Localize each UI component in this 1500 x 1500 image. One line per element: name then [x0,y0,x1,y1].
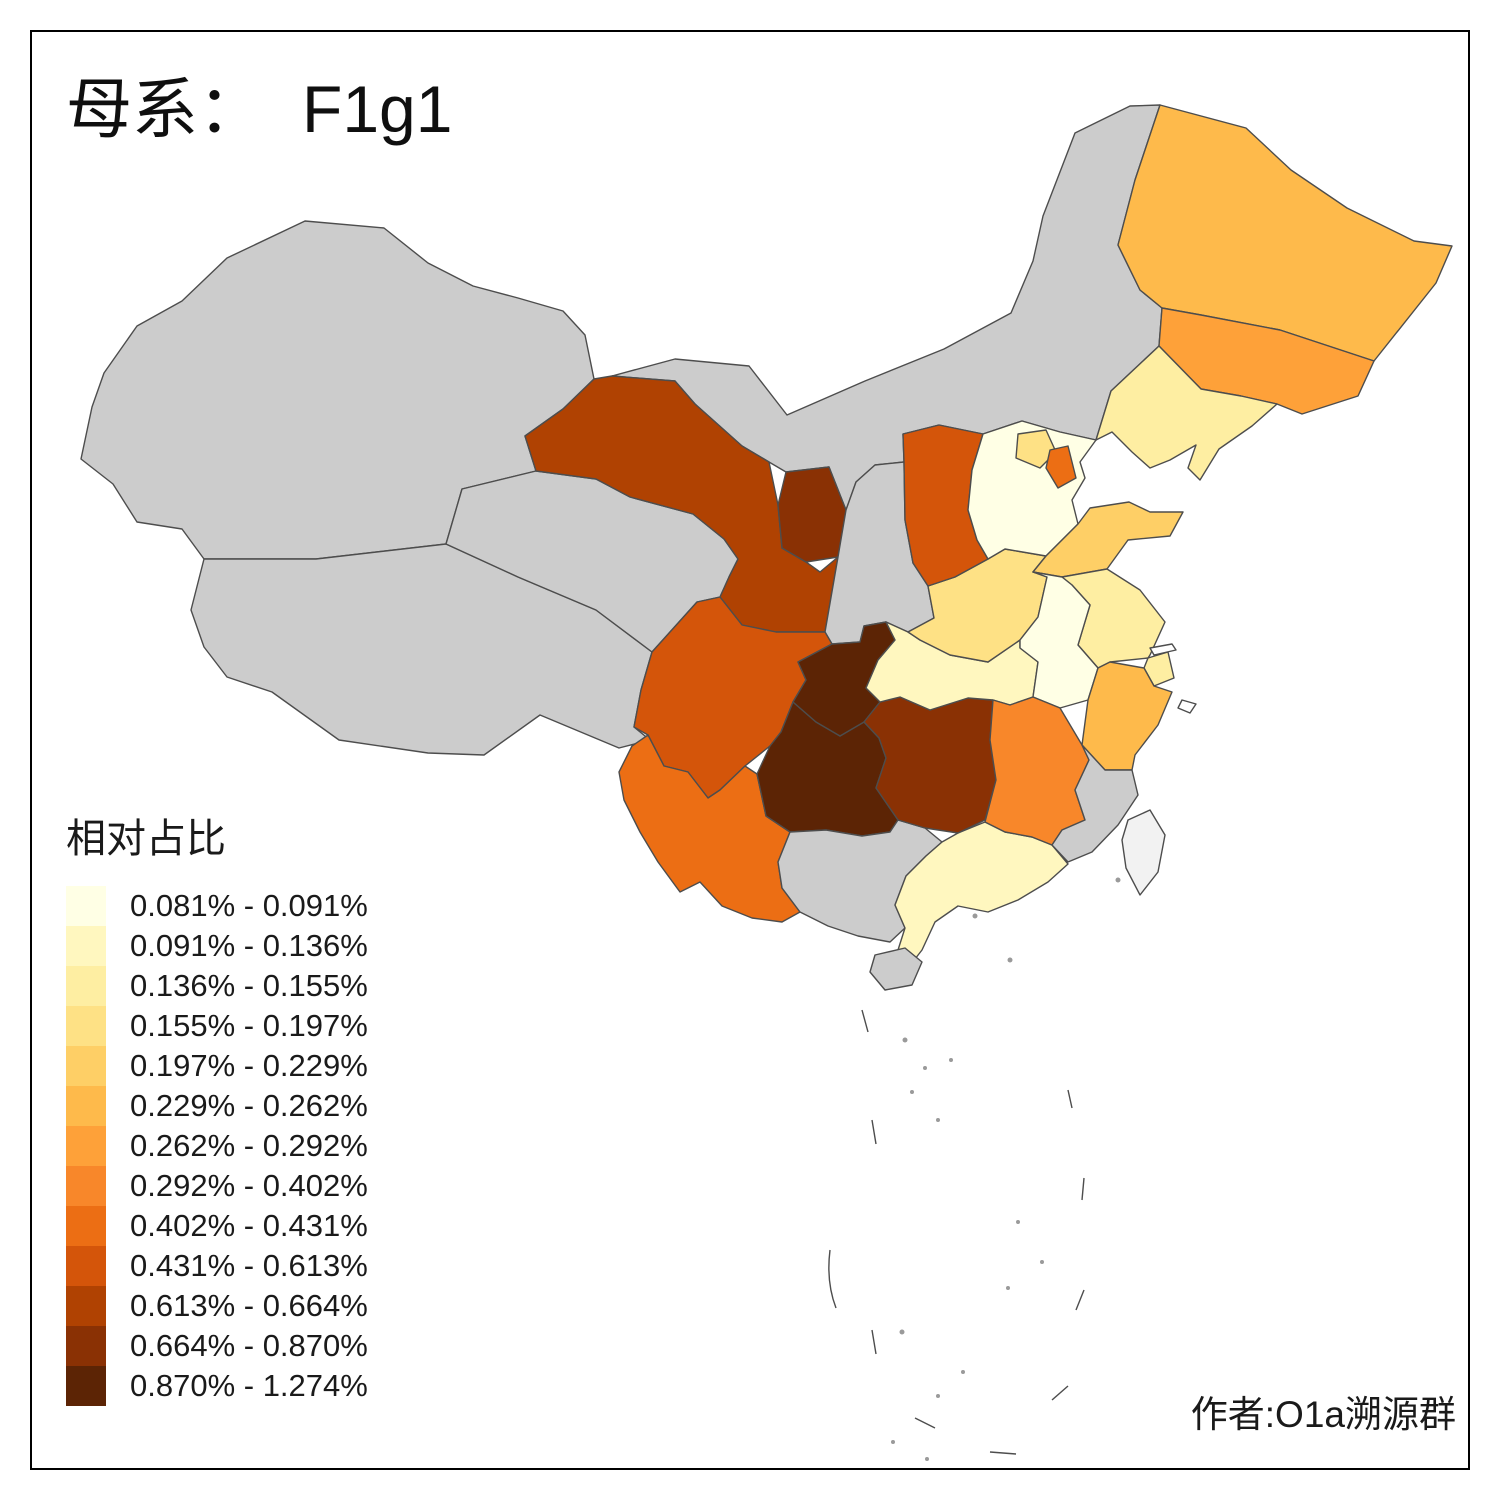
province-taiwan [1121,809,1166,896]
province-liaoning [1095,345,1278,481]
map-title-value: F1g1 [302,72,453,146]
legend-swatch [66,1286,106,1326]
legend-swatch [66,1366,106,1406]
legend-label: 0.262% - 0.292% [130,1128,368,1163]
legend-swatch [66,1246,106,1286]
legend-item: 0.091% - 0.136% [66,926,368,966]
legend-item: 0.136% - 0.155% [66,966,368,1006]
legend-label: 0.613% - 0.664% [130,1288,368,1323]
legend-label: 0.402% - 0.431% [130,1208,368,1243]
legend-items: 0.081% - 0.091% 0.091% - 0.136% 0.136% - 0… [66,886,368,1406]
legend-label: 0.091% - 0.136% [130,928,368,963]
plot-border-frame [30,30,1470,1470]
legend-swatch [66,1206,106,1246]
legend-label: 0.292% - 0.402% [130,1168,368,1203]
legend-swatch [66,1006,106,1046]
legend: 相对占比 0.081% - 0.091% 0.091% - 0.136% 0.136… [66,806,368,1406]
province-tianjin [1045,445,1077,489]
legend-swatch [66,1166,106,1206]
legend-item: 0.229% - 0.262% [66,1086,368,1126]
legend-item: 0.870% - 1.274% [66,1366,368,1406]
legend-item: 0.402% - 0.431% [66,1206,368,1246]
map-title: 母系： F1g1 [66,56,452,152]
legend-item: 0.197% - 0.229% [66,1046,368,1086]
legend-swatch [66,1326,106,1366]
province-hainan [869,947,923,991]
legend-label: 0.197% - 0.229% [130,1048,368,1083]
legend-label: 0.664% - 0.870% [130,1328,368,1363]
legend-label: 0.136% - 0.155% [130,968,368,1003]
legend-item: 0.155% - 0.197% [66,1006,368,1046]
legend-item: 0.262% - 0.292% [66,1126,368,1166]
legend-label: 0.870% - 1.274% [130,1368,368,1403]
province-fujian [1051,744,1139,863]
legend-title: 相对占比 [66,817,226,861]
legend-item: 0.081% - 0.091% [66,886,368,926]
legend-swatch [66,1126,106,1166]
legend-swatch [66,1046,106,1086]
author-credit: 作者:O1a溯源群 [1190,1394,1456,1435]
small-islets [891,877,1121,1461]
legend-label: 0.229% - 0.262% [130,1088,368,1123]
province-zhejiang [1081,661,1173,771]
legend-item: 0.292% - 0.402% [66,1166,368,1206]
legend-swatch [66,966,106,1006]
province-ningxia [777,466,847,563]
legend-label: 0.431% - 0.613% [130,1248,368,1283]
legend-label: 0.155% - 0.197% [130,1008,368,1043]
legend-item: 0.431% - 0.613% [66,1246,368,1286]
legend-label: 0.081% - 0.091% [130,888,368,923]
legend-swatch [66,886,106,926]
legend-item: 0.613% - 0.664% [66,1286,368,1326]
legend-item: 0.664% - 0.870% [66,1326,368,1366]
province-shapes [80,104,1453,991]
legend-swatch [66,926,106,966]
legend-swatch [66,1086,106,1126]
sea-islands-and-dash-line [828,643,1197,1455]
map-title-prefix: 母系： [66,72,264,146]
